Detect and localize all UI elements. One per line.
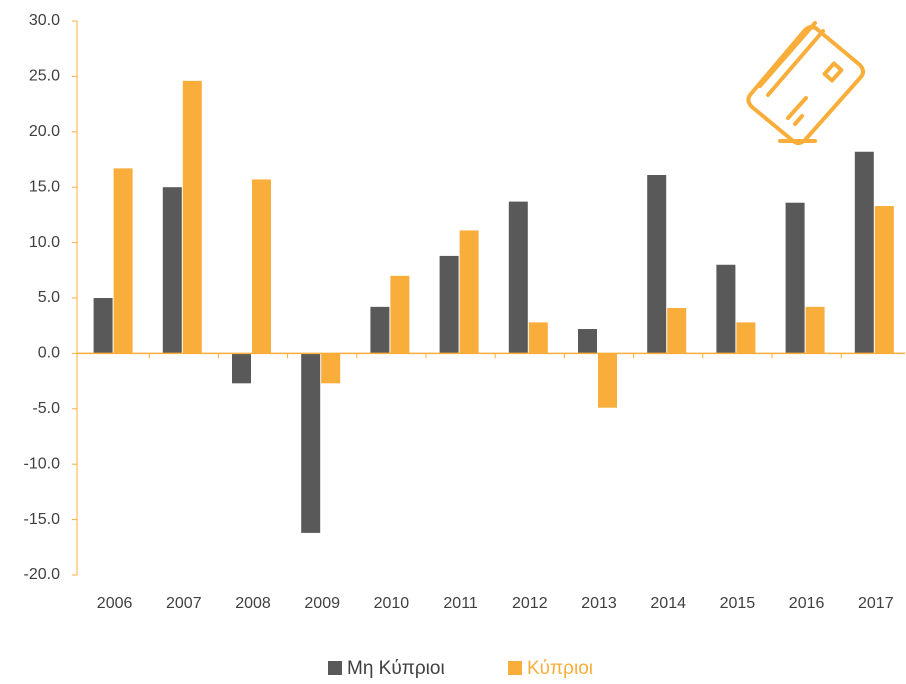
y-tick-label: 25.0: [29, 68, 60, 85]
x-tick-label: 2011: [443, 595, 478, 612]
bar: [232, 353, 251, 384]
bar: [162, 187, 182, 354]
legend-label: Μη Κύπριοι: [347, 658, 445, 679]
y-tick-label: -5.0: [32, 400, 60, 417]
bar: [439, 255, 459, 354]
y-tick-label: -10.0: [24, 455, 61, 472]
bar: [874, 206, 894, 354]
bar: [93, 298, 113, 354]
y-tick-label: 30.0: [29, 12, 60, 29]
bar: [390, 275, 410, 354]
y-tick-label: 5.0: [38, 289, 60, 306]
legend-label: Κύπριοι: [527, 658, 593, 679]
legend-swatch: [508, 661, 522, 675]
bar: [647, 175, 667, 354]
bar: [805, 306, 825, 354]
bar: [785, 202, 805, 354]
legend-swatch: [328, 661, 342, 675]
x-tick-label: 2007: [166, 595, 202, 612]
y-tick-label: 15.0: [29, 178, 60, 195]
bar: [301, 353, 321, 533]
x-tick-label: 2012: [512, 595, 548, 612]
bar: [113, 168, 133, 354]
x-tick-label: 2008: [235, 595, 271, 612]
bar: [736, 322, 756, 354]
x-tick-label: 2006: [97, 595, 133, 612]
y-tick-label: 10.0: [29, 234, 60, 251]
x-tick-label: 2016: [789, 595, 825, 612]
x-tick-label: 2014: [650, 595, 686, 612]
bar: [716, 264, 736, 354]
bar: [578, 329, 597, 354]
x-tick-label: 2010: [374, 595, 410, 612]
x-tick-label: 2017: [858, 595, 894, 612]
bar: [182, 80, 202, 354]
bar: [528, 322, 548, 354]
y-tick-label: -15.0: [24, 511, 61, 528]
bar: [370, 306, 390, 354]
bar: [667, 307, 687, 354]
bar: [854, 151, 874, 354]
y-tick-label: -20.0: [24, 566, 61, 583]
x-tick-label: 2015: [720, 595, 756, 612]
bar: [508, 201, 528, 354]
y-tick-label: 20.0: [29, 123, 60, 140]
x-tick-label: 2013: [581, 595, 617, 612]
bar: [598, 353, 617, 408]
bar: [252, 179, 271, 354]
card-icon: [746, 21, 865, 145]
y-tick-label: 0.0: [38, 345, 60, 362]
bar: [459, 230, 479, 354]
x-tick-label: 2009: [304, 595, 340, 612]
bar: [321, 353, 341, 384]
